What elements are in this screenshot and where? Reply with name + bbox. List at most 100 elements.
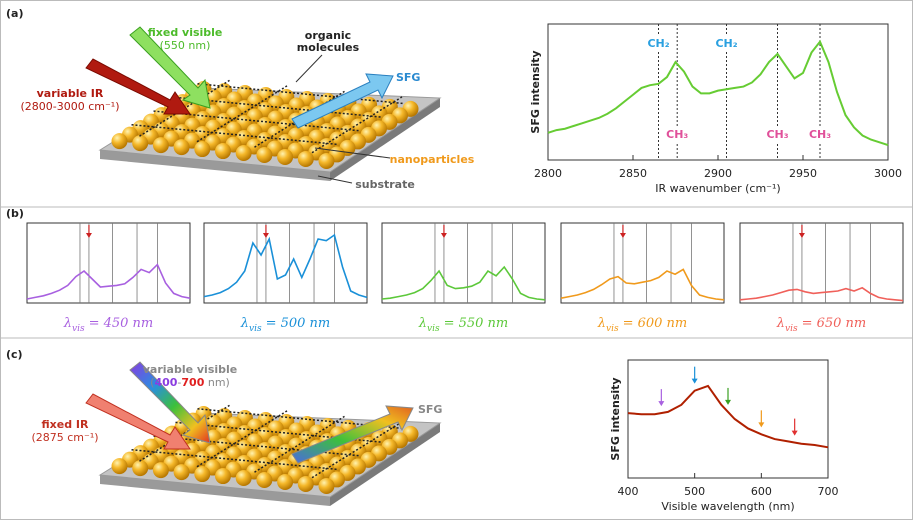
line-series xyxy=(739,286,904,302)
plot-frame xyxy=(26,222,191,304)
x-tick-label: 2850 xyxy=(619,167,647,180)
molecule-chain xyxy=(175,96,383,118)
marker-arrowhead xyxy=(619,233,626,238)
x-tick-label: 700 xyxy=(818,485,839,498)
title-subscript: vis xyxy=(606,324,619,334)
marker-arrowhead xyxy=(262,233,269,238)
nanoparticle xyxy=(132,460,149,477)
marker-arrowhead xyxy=(440,233,447,238)
label-part: ( xyxy=(150,376,154,389)
substrate-side xyxy=(100,150,330,181)
plot-frame xyxy=(203,222,368,304)
label: (400-700 nm) xyxy=(150,376,230,389)
annotation: CH₃ xyxy=(809,128,831,141)
label: fixed visible xyxy=(148,26,223,39)
molecule-chain xyxy=(254,415,345,473)
molecule-chain xyxy=(131,448,339,471)
title-text: = 550 nm xyxy=(444,316,509,331)
charts: 2800 2850 2900 2950 3000 IR wavenumber (cm⁻¹)… xyxy=(26,23,904,513)
annotation: CH₃ xyxy=(766,128,788,141)
substrate-side xyxy=(330,423,440,506)
line-series xyxy=(203,233,368,299)
nanoparticle xyxy=(318,152,335,169)
marker-arrowhead xyxy=(85,233,92,238)
label-part: - xyxy=(177,376,181,389)
title-subscript: vis xyxy=(427,324,440,334)
nanoparticle xyxy=(297,150,314,167)
title-text: = 650 nm xyxy=(802,316,867,331)
molecule-chain xyxy=(311,421,403,479)
marker-arrowhead xyxy=(658,401,665,407)
diagram-a xyxy=(98,79,442,181)
x-tick-label: 400 xyxy=(618,485,639,498)
x-tick-label: 2800 xyxy=(534,167,562,180)
molecule-chain xyxy=(196,410,288,468)
title-symbol: λ xyxy=(63,316,72,331)
label-part: 700 xyxy=(181,376,204,389)
diagram-a-labels: fixed visible (550 nm) variable IR (2800… xyxy=(20,26,474,191)
plot-frame xyxy=(560,222,725,304)
x-tick-label: 3000 xyxy=(874,167,902,180)
nanoparticle xyxy=(194,466,211,483)
plot-frame xyxy=(739,222,904,304)
nanoparticle xyxy=(194,141,211,158)
nanoparticle xyxy=(152,137,169,154)
marker-arrowhead xyxy=(798,233,805,238)
label: organic xyxy=(305,29,351,42)
title-symbol: λ xyxy=(418,316,427,331)
title-symbol: λ xyxy=(776,316,785,331)
title-symbol: λ xyxy=(240,316,249,331)
line-series xyxy=(381,265,546,301)
leader xyxy=(314,147,391,159)
line-series xyxy=(26,263,191,300)
visible-beam xyxy=(129,26,211,109)
y-axis-label: SFG intensity xyxy=(529,50,542,133)
nanoparticle xyxy=(173,139,190,156)
marker-arrowhead xyxy=(691,378,698,384)
label: molecules xyxy=(297,41,360,54)
beams-c xyxy=(85,361,414,464)
label: substrate xyxy=(355,178,415,191)
chart-title: λvis = 500 nm xyxy=(240,316,331,334)
panel-label: (b) xyxy=(6,207,24,220)
nanoparticle xyxy=(152,462,169,479)
molecule-chain xyxy=(131,123,339,146)
x-tick-label: 2950 xyxy=(789,167,817,180)
annotation-bg xyxy=(806,127,834,143)
line-series xyxy=(547,39,889,146)
substrate-side xyxy=(100,475,330,506)
marker-arrowhead xyxy=(791,430,798,436)
annotation-bg xyxy=(763,127,792,143)
annotation: CH₃ xyxy=(666,128,688,141)
nanoparticle xyxy=(111,133,128,150)
label: nanoparticles xyxy=(390,153,475,166)
leader xyxy=(317,175,353,184)
label-part: 400 xyxy=(154,376,177,389)
y-axis-label: SFG intensity xyxy=(609,377,622,460)
label: (550 nm) xyxy=(160,39,211,52)
label: variable visible xyxy=(143,363,238,376)
sfg-beam xyxy=(291,405,414,464)
panel-label: (a) xyxy=(6,7,23,20)
title-text: = 500 nm xyxy=(266,316,331,331)
molecule-chain xyxy=(197,83,405,105)
beams-a xyxy=(85,26,394,129)
sfg-beam xyxy=(291,73,394,129)
chart-title: λvis = 550 nm xyxy=(418,316,509,334)
molecule-chain xyxy=(153,110,361,132)
nanoparticle xyxy=(235,470,252,487)
nanoparticle xyxy=(215,468,231,485)
line-series xyxy=(560,268,725,301)
panel-label: (c) xyxy=(6,348,23,361)
nanoparticle xyxy=(297,475,314,492)
label: fixed IR xyxy=(42,418,90,431)
x-tick-label: 500 xyxy=(684,485,705,498)
nanoparticle xyxy=(173,464,190,481)
title-subscript: vis xyxy=(72,324,85,334)
label: (2800-3000 cm⁻¹) xyxy=(20,100,119,113)
molecule-chain xyxy=(139,404,230,462)
nanoparticle xyxy=(215,143,231,160)
label: SFG xyxy=(396,71,420,84)
title-symbol: λ xyxy=(597,316,606,331)
